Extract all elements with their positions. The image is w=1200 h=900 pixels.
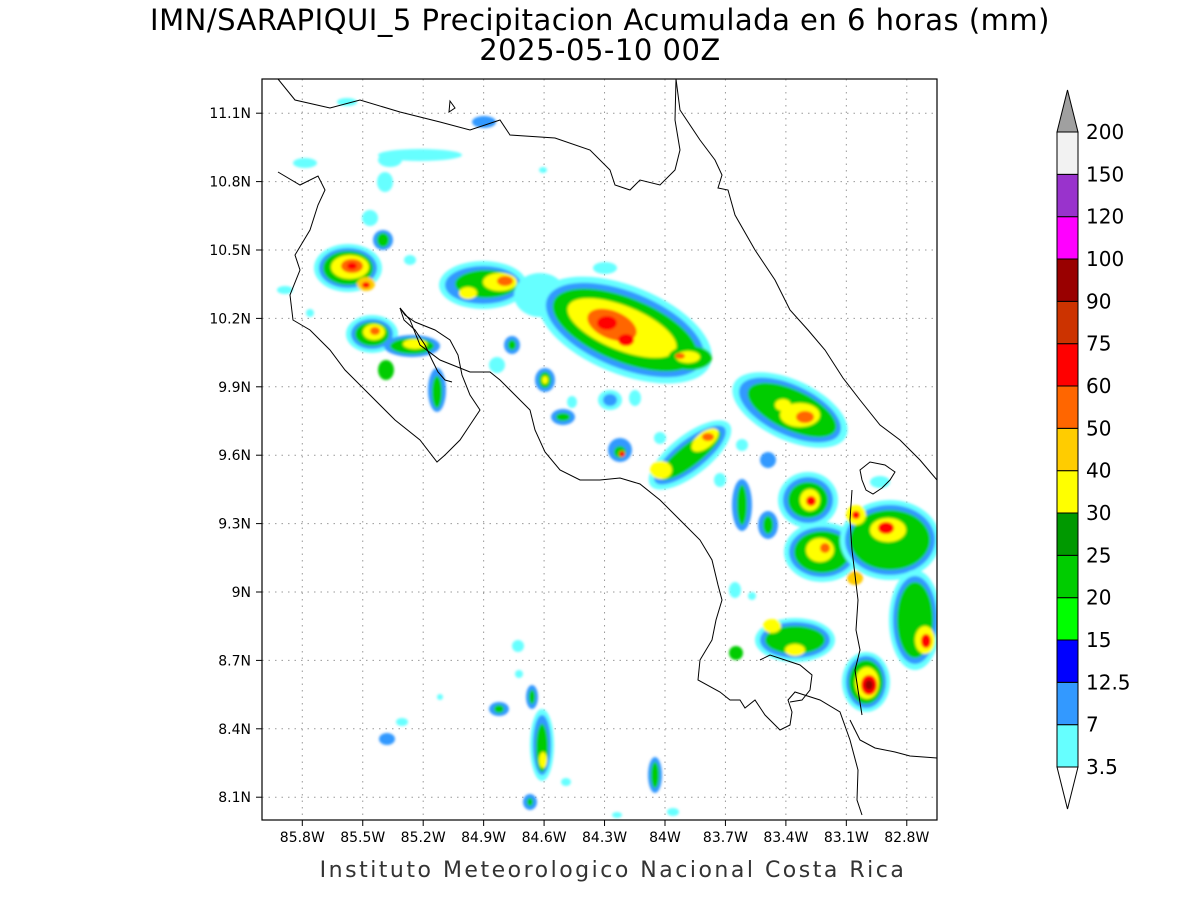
- colorbar-label: 75: [1086, 332, 1111, 356]
- lat-tick-label: 9.9N: [218, 380, 251, 396]
- colorbar-label: 150: [1086, 162, 1124, 186]
- lat-tick-label: 8.4N: [218, 722, 251, 738]
- rain-cell: [732, 372, 848, 448]
- colorbar-swatch: [1056, 385, 1079, 429]
- lon-tick-label: 82.8W: [884, 830, 929, 846]
- lon-tick-label: 84W: [649, 830, 681, 846]
- coastlines: [277, 79, 937, 816]
- rain-cell: [551, 390, 632, 462]
- lon-tick-label: 84.3W: [582, 830, 627, 846]
- colorbar-swatch: [1056, 427, 1079, 472]
- colorbar-swatch: [1056, 681, 1079, 726]
- colorbar-label: 120: [1086, 205, 1124, 229]
- colorbar-swatch: [1056, 343, 1079, 387]
- lon-tick-label: 83.1W: [824, 830, 869, 846]
- rain-cell: [778, 472, 838, 528]
- colorbar-swatch: [1056, 216, 1079, 260]
- coast-nicaragua-lake: [277, 79, 681, 191]
- lon-tick-label: 85.8W: [280, 830, 325, 846]
- map-frame: [261, 78, 938, 821]
- coast-nicoya: [277, 171, 481, 463]
- colorbar-label: 100: [1086, 247, 1124, 271]
- colorbar-label: 12.5: [1086, 670, 1131, 694]
- rain-cell: [357, 230, 393, 291]
- lat-tick-label: 10.8N: [209, 175, 251, 191]
- coast-gulf: [399, 307, 453, 383]
- colorbar-swatch: [1056, 724, 1079, 768]
- lon-tick-label: 83.7W: [703, 830, 748, 846]
- lon-tick-label: 83.4W: [763, 830, 808, 846]
- colorbar-label: 7: [1086, 713, 1099, 737]
- colorbar-label: 60: [1086, 374, 1111, 398]
- rain-cell: [729, 618, 835, 662]
- colorbar-swatch: [1056, 597, 1079, 641]
- lon-tick-label: 84.9W: [461, 830, 506, 846]
- map-subtitle: 2025-05-10 00Z: [479, 33, 721, 67]
- colorbar-swatch: [1056, 173, 1079, 218]
- coast-osa: [759, 654, 813, 703]
- colorbar-swatch: [1056, 639, 1079, 683]
- colorbar-under-arrow: [1056, 766, 1079, 810]
- rain-light-cells: [277, 98, 890, 818]
- colorbar-label: 15: [1086, 628, 1111, 652]
- coast-pacific: [399, 307, 863, 816]
- rain-cell: [346, 315, 398, 353]
- colorbar-label: 40: [1086, 459, 1111, 483]
- island-outline: [448, 99, 456, 113]
- colorbar-swatch: [1056, 300, 1079, 345]
- colorbar-label: 25: [1086, 543, 1111, 567]
- footer-credit: Instituto Meteorologico Nacional Costa R…: [320, 858, 907, 883]
- lon-tick-label: 85.2W: [401, 830, 446, 846]
- country-borders: [849, 489, 863, 716]
- rain-cell: [889, 570, 937, 670]
- colorbar-swatch: [1056, 470, 1079, 514]
- colorbar: 3.5 7 12.5 15 20 25 30 40 50 60 75 90 100 120 150 200: [1056, 89, 1131, 810]
- map-background: [262, 79, 937, 820]
- rain-cell: [538, 276, 712, 384]
- colorbar-label: 90: [1086, 289, 1111, 313]
- colorbar-swatch: [1056, 554, 1079, 599]
- rain-cell: [842, 652, 890, 712]
- longitude-axis: 85.8W 85.5W 85.2W 84.9W 84.6W 84.3W 84W 83.7W 83…: [280, 820, 929, 846]
- coast-bocas: [859, 461, 896, 495]
- coast-panama: [849, 719, 937, 759]
- colorbar-label: 20: [1086, 586, 1111, 610]
- map-title: IMN/SARAPIQUI_5 Precipitacion Acumulada …: [150, 3, 1050, 37]
- rain-cell: [784, 522, 863, 585]
- lat-tick-label: 8.7N: [218, 653, 251, 669]
- lon-tick-label: 85.5W: [340, 830, 385, 846]
- lat-tick-label: 11.1N: [209, 106, 251, 122]
- rain-cell: [439, 261, 527, 309]
- lon-tick-label: 84.6W: [522, 830, 567, 846]
- colorbar-over-arrow: [1056, 89, 1079, 133]
- map-panel: 85.8W 85.5W 85.2W 84.9W 84.6W 84.3W 84W 83.7W 83…: [209, 78, 938, 846]
- rain-cell: [840, 500, 937, 580]
- lat-tick-label: 9.6N: [218, 448, 251, 464]
- lat-tick-label: 10.5N: [209, 243, 251, 259]
- rain-cell: [732, 452, 778, 539]
- colorbar-label: 200: [1086, 120, 1124, 144]
- colorbar-swatch: [1056, 131, 1079, 175]
- border-panama: [849, 489, 863, 716]
- lat-tick-label: 9.3N: [218, 517, 251, 533]
- precipitation-field: [277, 79, 937, 818]
- colorbar-label: 50: [1086, 416, 1111, 440]
- colorbar-label: 3.5: [1086, 755, 1118, 779]
- lat-tick-label: 8.1N: [218, 790, 251, 806]
- colorbar-swatch: [1056, 258, 1079, 302]
- rain-cell: [378, 335, 446, 412]
- lat-tick-label: 9N: [232, 585, 251, 601]
- rain-cell: [489, 685, 662, 810]
- latitude-axis: 8.1N 8.4N 8.7N 9N 9.3N 9.6N 9.9N 10.2N 10.5N 10.8…: [209, 106, 262, 806]
- coast-caribbean: [675, 79, 937, 481]
- colorbar-swatch: [1056, 512, 1079, 556]
- lat-tick-label: 10.2N: [209, 311, 251, 327]
- colorbar-label: 30: [1086, 501, 1111, 525]
- rain-cell: [648, 420, 732, 490]
